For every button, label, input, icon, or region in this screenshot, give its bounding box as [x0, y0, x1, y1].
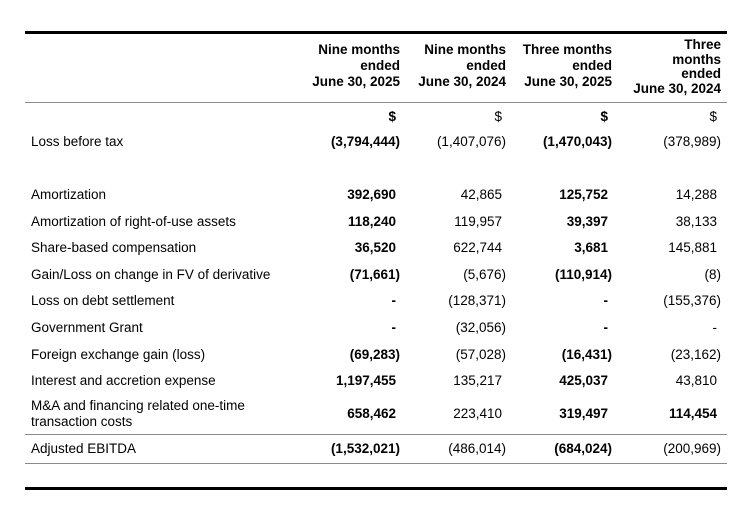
cell-value: (1,470,043): [542, 133, 612, 149]
header-row: Nine months ended June 30, 2025 Nine mon…: [25, 32, 727, 103]
cell-value: (3,794,444): [330, 133, 400, 149]
cell-value: -: [391, 293, 397, 309]
row-label: Foreign exchange gain (loss): [31, 346, 206, 362]
spacer-row: [25, 463, 727, 488]
cell-value: 425,037: [559, 373, 608, 389]
cell-value: (1,532,021): [300, 434, 406, 464]
cell-value: 1,197,455: [335, 373, 396, 389]
cell-value: (128,371): [448, 293, 506, 309]
cell-value: 118,240: [347, 213, 396, 229]
cell-value: (486,014): [406, 434, 512, 464]
currency-symbol: $: [388, 109, 396, 125]
row-label: Amortization of right-of-use assets: [31, 213, 236, 229]
row-loss-before-tax: Loss before tax (3,794,444) (1,407,076) …: [25, 129, 727, 156]
cell-value: 119,957: [454, 213, 502, 229]
cell-value: 223,410: [406, 394, 512, 435]
cell-value: -: [391, 319, 397, 335]
cell-value: (5,676): [463, 266, 506, 282]
cell-value: (8): [704, 266, 722, 282]
cell-value: (32,056): [455, 319, 506, 335]
cell-value: 36,520: [354, 240, 396, 256]
cell-value: (69,283): [349, 346, 400, 362]
cell-value: (155,376): [663, 293, 721, 309]
cell-value: (23,162): [670, 346, 721, 362]
cell-value: 392,690: [347, 186, 396, 202]
cell-value: 114,454: [618, 394, 727, 435]
cell-value: 319,497: [512, 394, 618, 435]
cell-value: 3,681: [574, 240, 608, 256]
cell-value: 125,752: [559, 186, 608, 202]
row-amortization-rou-assets: Amortization of right-of-use assets 118,…: [25, 208, 727, 235]
currency-row: $ $ $ $: [25, 103, 727, 129]
row-label: Amortization: [31, 186, 107, 202]
header-label-cell: [25, 32, 300, 103]
cell-value: 135,217: [453, 373, 502, 389]
col-header-nine-months-2025: Nine months ended June 30, 2025: [300, 32, 406, 103]
col-header-three-months-2025: Three months ended June 30, 2025: [512, 32, 618, 103]
row-label: Loss on debt settlement: [31, 293, 175, 309]
cell-value: (110,914): [554, 266, 612, 282]
cell-value: (378,989): [663, 133, 721, 149]
row-label: Adjusted EBITDA: [25, 434, 300, 464]
cell-value: 14,288: [675, 186, 717, 202]
cell-value: 38,133: [675, 213, 717, 229]
row-label: Share-based compensation: [31, 240, 197, 256]
row-label: Gain/Loss on change in FV of derivative: [31, 266, 271, 282]
row-label: M&A and financing related one-time trans…: [25, 394, 300, 435]
row-ma-transaction-costs: M&A and financing related one-time trans…: [25, 394, 727, 435]
cell-value: (200,969): [618, 434, 727, 464]
col-header-three-months-2024: Three months ended June 30, 2024: [618, 32, 727, 103]
col-header-nine-months-2024: Nine months ended June 30, 2024: [406, 32, 512, 103]
cell-value: (1,407,076): [436, 133, 506, 149]
row-interest-and-accretion: Interest and accretion expense 1,197,455…: [25, 368, 727, 395]
cell-value: -: [603, 319, 609, 335]
row-share-based-compensation: Share-based compensation 36,520 622,744 …: [25, 235, 727, 262]
currency-symbol: $: [600, 109, 608, 125]
cell-value: 43,810: [675, 373, 717, 389]
cell-value: 42,865: [460, 186, 502, 202]
row-amortization: Amortization 392,690 42,865 125,752 14,2…: [25, 182, 727, 209]
row-gain-loss-fv-derivative: Gain/Loss on change in FV of derivative …: [25, 261, 727, 288]
currency-symbol: $: [494, 109, 502, 125]
row-adjusted-ebitda: Adjusted EBITDA (1,532,021) (486,014) (6…: [25, 434, 727, 464]
cell-value: 658,462: [300, 394, 406, 435]
row-label: Loss before tax: [31, 133, 124, 149]
spacer-row: [25, 155, 727, 182]
cell-value: -: [712, 319, 718, 335]
cell-value: 39,397: [566, 213, 608, 229]
cell-value: 622,744: [453, 240, 502, 256]
currency-label-cell: [25, 103, 300, 129]
cell-value: -: [603, 293, 609, 309]
row-foreign-exchange-gain-loss: Foreign exchange gain (loss) (69,283) (5…: [25, 341, 727, 368]
ebitda-reconciliation-table: Nine months ended June 30, 2025 Nine mon…: [25, 31, 727, 490]
row-government-grant: Government Grant - (32,056) - -: [25, 315, 727, 342]
cell-value: 145,881: [668, 240, 717, 256]
row-loss-on-debt-settlement: Loss on debt settlement - (128,371) - (1…: [25, 288, 727, 315]
currency-symbol: $: [709, 109, 717, 125]
cell-value: (16,431): [561, 346, 612, 362]
cell-value: (684,024): [512, 434, 618, 464]
row-label: Interest and accretion expense: [31, 373, 216, 389]
cell-value: (71,661): [349, 266, 400, 282]
cell-value: (57,028): [455, 346, 506, 362]
row-label: Government Grant: [31, 319, 143, 335]
